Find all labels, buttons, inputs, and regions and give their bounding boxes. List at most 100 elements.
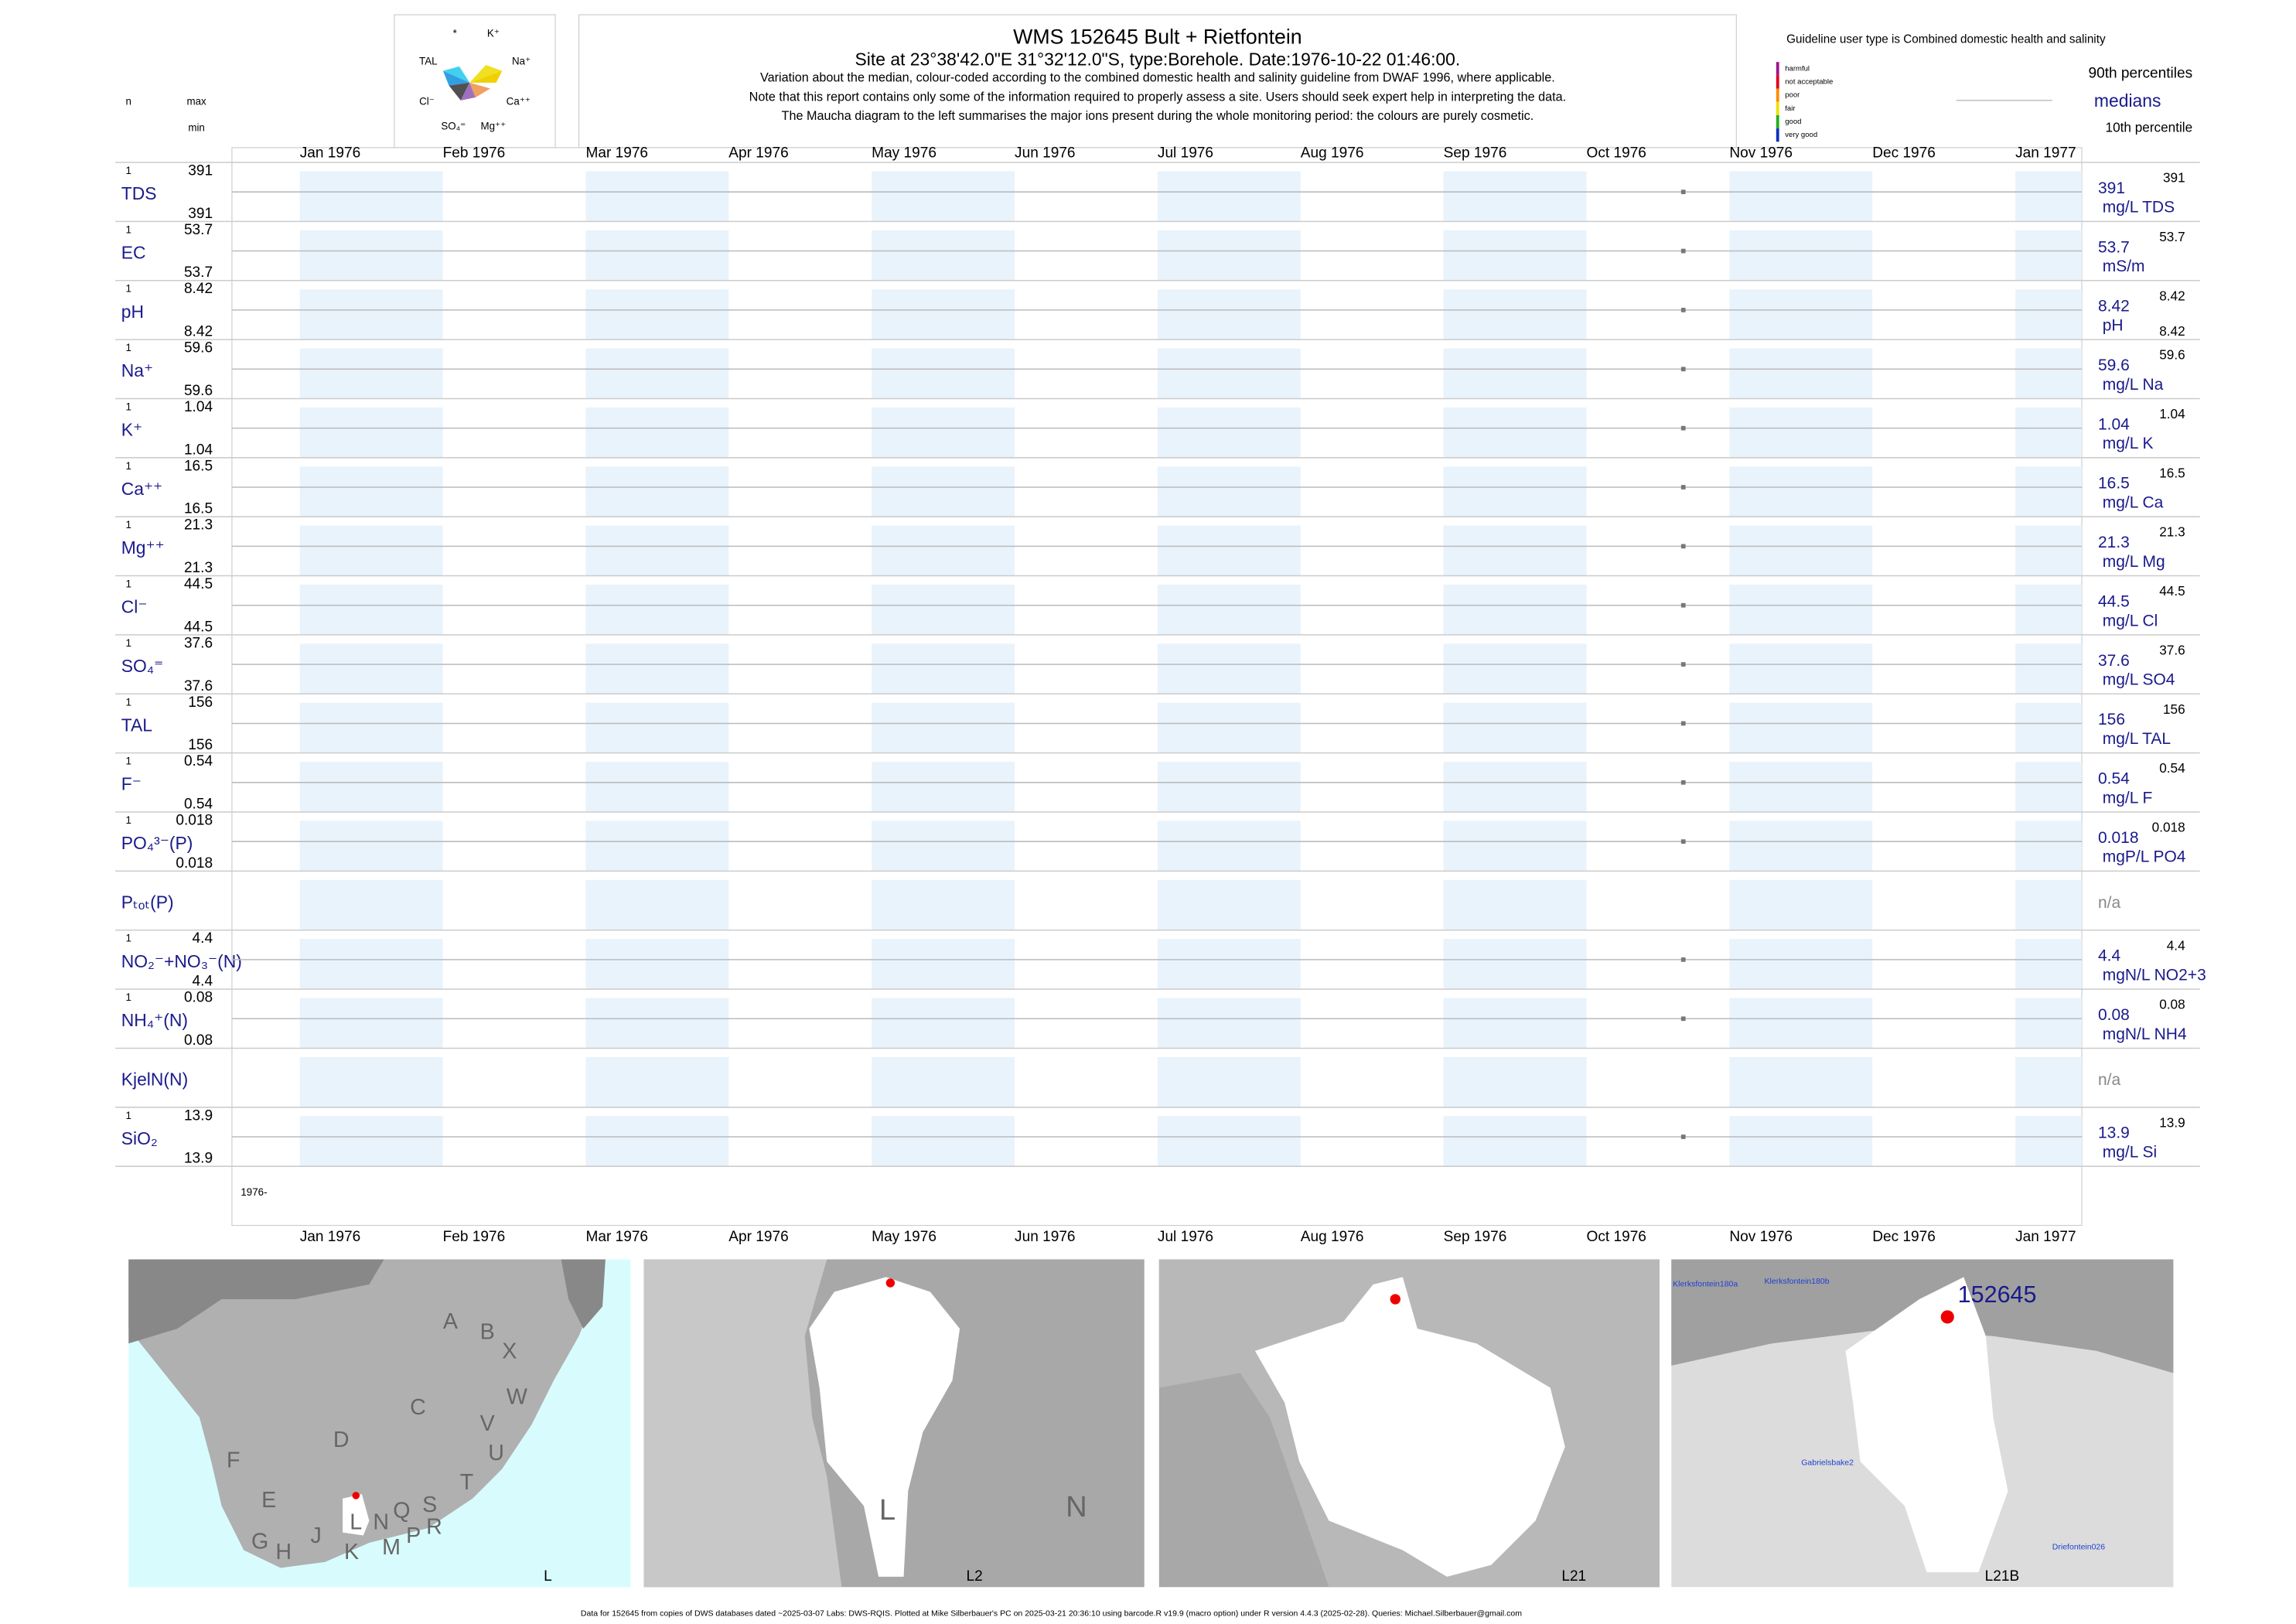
month-band [1443, 1116, 1587, 1167]
map-label: S [422, 1493, 437, 1517]
month-band [1729, 643, 1873, 694]
min-value: 1.04 [184, 442, 213, 458]
month-band [2015, 643, 2082, 694]
month-band [1157, 702, 1301, 753]
month-band [872, 1116, 1015, 1167]
month-band [2015, 171, 2082, 222]
n-value: 1 [125, 460, 131, 472]
month-band [299, 171, 443, 222]
month-band [2015, 348, 2082, 399]
month-band [2015, 1116, 2082, 1167]
month-band [2015, 230, 2082, 281]
month-band [585, 171, 729, 222]
month-band [2015, 466, 2082, 517]
sample-marker [1680, 957, 1686, 962]
month-band [1443, 525, 1587, 576]
sample-marker [1680, 1134, 1686, 1139]
month-band [585, 762, 729, 812]
map-label: P [406, 1523, 421, 1548]
max-value: 156 [188, 694, 213, 711]
month-band [1729, 466, 1873, 517]
parameter-name: F⁻ [121, 774, 142, 794]
n-value: 1 [125, 578, 131, 590]
min-value: 156 [188, 737, 213, 753]
sample-marker [1680, 308, 1686, 312]
month-band [872, 466, 1015, 517]
median-value: n/a [2098, 894, 2121, 912]
month-label: May 1976 [872, 1229, 936, 1245]
month-band [299, 466, 443, 517]
n-value: 1 [125, 342, 131, 353]
month-band [872, 407, 1015, 458]
legend-p90: 90th percentiles [2088, 66, 2192, 82]
month-band [2015, 998, 2082, 1049]
month-band [1443, 1056, 1587, 1107]
month-band [872, 702, 1015, 753]
map-label: U [488, 1441, 504, 1465]
month-band [585, 702, 729, 753]
title: WMS 152645 Bult + Rietfontein [1013, 26, 1302, 49]
legend-class: good [1785, 118, 1801, 126]
parameter-name: Mg⁺⁺ [121, 537, 165, 558]
month-label: Jan 1977 [2015, 1229, 2076, 1245]
month-band [585, 585, 729, 635]
sample-marker [1680, 662, 1686, 667]
map-label: D [333, 1428, 350, 1452]
legend-p10: 10th percentile [2106, 120, 2193, 135]
month-band [299, 585, 443, 635]
month-label: Oct 1976 [1587, 1229, 1646, 1245]
month-band [872, 1056, 1015, 1107]
month-band [1443, 289, 1587, 340]
p90-value: 53.7 [2159, 229, 2185, 244]
month-band [1729, 702, 1873, 753]
month-band [1729, 998, 1873, 1049]
map-label: H [275, 1540, 292, 1564]
min-value: 44.5 [184, 619, 213, 635]
month-label: Dec 1976 [1872, 1229, 1936, 1245]
month-band [872, 998, 1015, 1049]
month-band [1729, 171, 1873, 222]
month-band [585, 289, 729, 340]
unit: mg/L TDS [2103, 199, 2175, 217]
map-label: 152645 [1958, 1281, 2037, 1308]
legend-median: medians [2094, 90, 2161, 111]
maucha-label: SO₄⁼ [441, 121, 466, 132]
month-label: Dec 1976 [1872, 145, 1936, 162]
month-label: Jun 1976 [1015, 145, 1076, 162]
min-value: 0.018 [176, 855, 213, 872]
month-band [585, 821, 729, 872]
parameter-name: EC [121, 242, 146, 262]
maucha-label: Cl⁻ [419, 95, 435, 107]
legend-swatch [1776, 101, 1779, 115]
min-value: 59.6 [184, 383, 213, 399]
subtitle: Site at 23°38'42.0"E 31°32'12.0"S, type:… [855, 49, 1461, 69]
month-label: Jan 1976 [300, 1229, 361, 1245]
min-value: 53.7 [184, 264, 213, 281]
month-label: Apr 1976 [728, 1229, 788, 1245]
median-value: 156 [2098, 711, 2125, 728]
unit: mg/L Mg [2103, 553, 2165, 571]
month-label: Aug 1976 [1301, 145, 1364, 162]
month-label: Feb 1976 [443, 1229, 506, 1245]
map-label: Klerksfontein180a [1673, 1280, 1738, 1289]
median-value: 391 [2098, 179, 2125, 197]
parameter-name: TDS [121, 183, 157, 203]
unit: mg/L Si [2103, 1144, 2157, 1162]
median-value: 8.42 [2098, 298, 2130, 316]
max-value: 8.42 [184, 281, 213, 297]
month-band [1443, 585, 1587, 635]
map-panel [1158, 1259, 1660, 1588]
parameter-name: NO₂⁻+NO₃⁻(N) [121, 951, 242, 971]
month-band [872, 525, 1015, 576]
month-band [872, 762, 1015, 812]
parameter-name: K⁺ [121, 420, 142, 440]
column-max: max [186, 95, 206, 107]
parameter-name: SO₄⁼ [121, 656, 164, 676]
month-band [299, 939, 443, 990]
map-label: X [502, 1339, 517, 1363]
map-label: J [311, 1523, 322, 1548]
max-value: 59.6 [184, 340, 213, 357]
p90-value: 59.6 [2159, 347, 2185, 363]
n-value: 1 [125, 519, 131, 531]
max-value: 44.5 [184, 576, 213, 592]
